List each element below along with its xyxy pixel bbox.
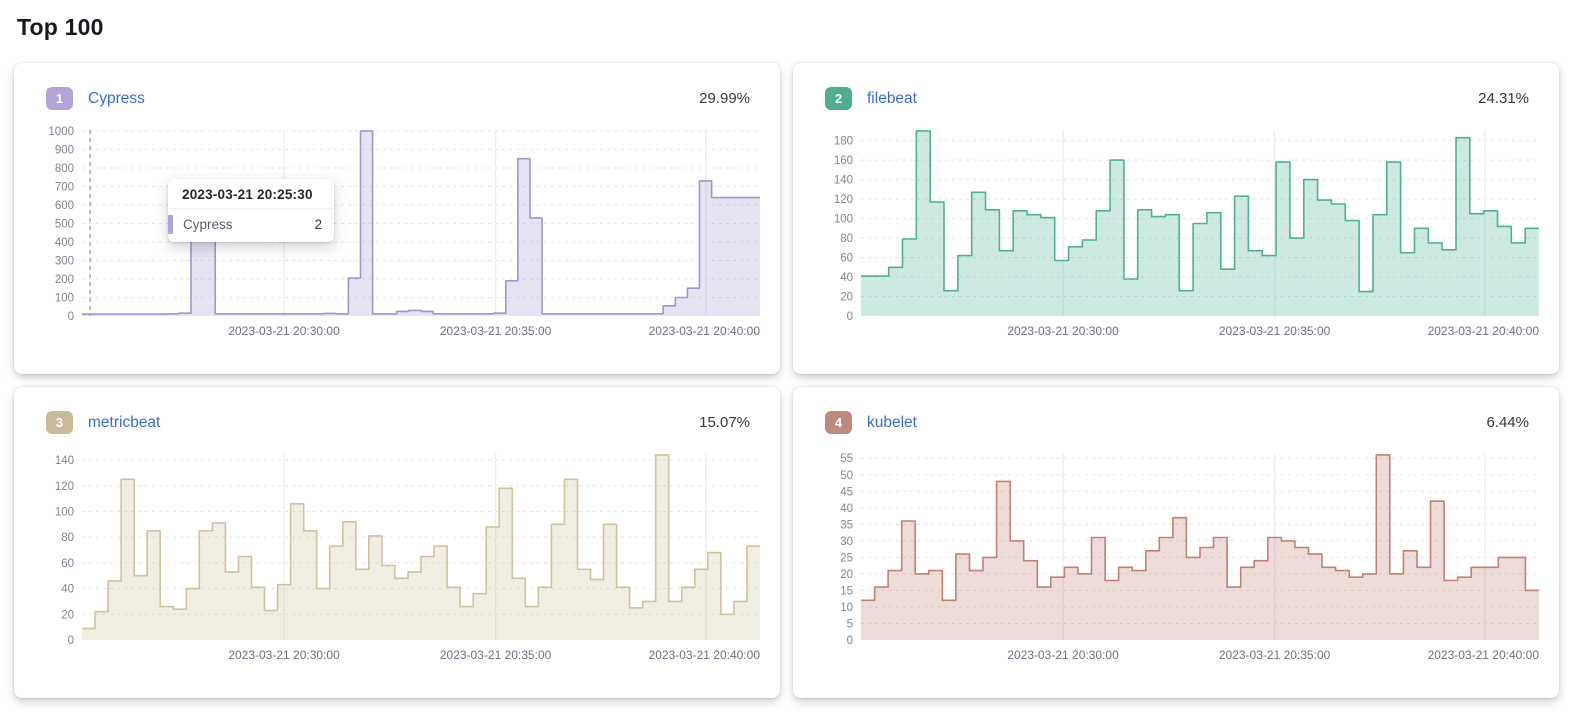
svg-text:100: 100 bbox=[55, 506, 74, 518]
series-link-kubelet[interactable]: kubelet bbox=[867, 413, 917, 431]
svg-text:600: 600 bbox=[55, 200, 74, 212]
tooltip-series-value: 2 bbox=[314, 217, 322, 232]
svg-text:80: 80 bbox=[61, 532, 74, 544]
svg-text:120: 120 bbox=[55, 481, 74, 493]
svg-text:30: 30 bbox=[840, 536, 853, 548]
svg-text:60: 60 bbox=[61, 558, 74, 570]
series-link-cypress[interactable]: Cypress bbox=[88, 89, 145, 107]
card-header: 3 metricbeat 15.07% bbox=[46, 411, 756, 434]
svg-text:100: 100 bbox=[55, 292, 74, 304]
cypress-step-chart[interactable]: 0 100 200 300 400 500 600 700 800 900 1000 2023-03-… bbox=[34, 124, 760, 342]
kubelet-step-chart[interactable]: 0 5 10 15 20 25 30 35 40 45 50 55 2023-03-21 20:30:0… bbox=[813, 448, 1539, 666]
svg-text:45: 45 bbox=[840, 486, 853, 498]
svg-text:140: 140 bbox=[834, 175, 853, 187]
svg-text:80: 80 bbox=[840, 233, 853, 245]
percent-value: 15.07% bbox=[699, 414, 750, 431]
svg-text:0: 0 bbox=[847, 311, 853, 323]
tooltip-series-swatch bbox=[168, 215, 173, 234]
svg-text:2023-03-21 20:30:00: 2023-03-21 20:30:00 bbox=[1007, 324, 1119, 338]
tooltip-timestamp: 2023-03-21 20:25:30 bbox=[168, 179, 334, 209]
cards-grid: 1 Cypress 29.99% 0 100 200 300 400 500 600 700 8… bbox=[0, 41, 1596, 698]
rank-badge: 4 bbox=[825, 411, 852, 434]
svg-text:2023-03-21 20:40:00: 2023-03-21 20:40:00 bbox=[649, 324, 760, 338]
series-link-metricbeat[interactable]: metricbeat bbox=[88, 413, 161, 431]
svg-text:2023-03-21 20:35:00: 2023-03-21 20:35:00 bbox=[1219, 324, 1331, 338]
svg-text:700: 700 bbox=[55, 181, 74, 193]
svg-text:1000: 1000 bbox=[48, 126, 74, 138]
series-link-filebeat[interactable]: filebeat bbox=[867, 89, 917, 107]
svg-text:2023-03-21 20:40:00: 2023-03-21 20:40:00 bbox=[1428, 648, 1539, 662]
svg-text:0: 0 bbox=[847, 635, 853, 647]
card-header: 2 filebeat 24.31% bbox=[825, 87, 1535, 110]
page-title: Top 100 bbox=[17, 14, 104, 40]
svg-text:120: 120 bbox=[834, 194, 853, 206]
svg-text:2023-03-21 20:40:00: 2023-03-21 20:40:00 bbox=[1428, 324, 1539, 338]
card-kubelet: 4 kubelet 6.44% 0 5 10 15 20 25 30 35 40 45 50 55 20… bbox=[793, 387, 1559, 698]
metricbeat-step-chart[interactable]: 0 20 40 60 80 100 120 140 2023-03-21 20:30:00 202… bbox=[34, 448, 760, 666]
chart-area: 0 20 40 60 80 100 120 140 160 180 2023-03-21 20:30… bbox=[813, 124, 1539, 342]
svg-text:180: 180 bbox=[834, 136, 853, 148]
card-metricbeat: 3 metricbeat 15.07% 0 20 40 60 80 100 120 140 20… bbox=[14, 387, 780, 698]
svg-text:40: 40 bbox=[61, 584, 74, 596]
svg-text:25: 25 bbox=[840, 552, 853, 564]
rank-badge: 2 bbox=[825, 87, 852, 110]
chart-area: 0 5 10 15 20 25 30 35 40 45 50 55 2023-03-21 20:30:0… bbox=[813, 448, 1539, 666]
svg-text:2023-03-21 20:30:00: 2023-03-21 20:30:00 bbox=[228, 648, 340, 662]
svg-text:55: 55 bbox=[840, 453, 853, 465]
svg-text:5: 5 bbox=[847, 618, 853, 630]
svg-text:60: 60 bbox=[840, 253, 853, 265]
percent-value: 29.99% bbox=[699, 90, 750, 107]
svg-text:35: 35 bbox=[840, 519, 853, 531]
svg-text:2023-03-21 20:30:00: 2023-03-21 20:30:00 bbox=[1007, 648, 1119, 662]
percent-value: 24.31% bbox=[1478, 90, 1529, 107]
svg-text:200: 200 bbox=[55, 274, 74, 286]
svg-text:20: 20 bbox=[840, 292, 853, 304]
svg-text:140: 140 bbox=[55, 455, 74, 467]
svg-text:50: 50 bbox=[840, 470, 853, 482]
card-header: 4 kubelet 6.44% bbox=[825, 411, 1535, 434]
filebeat-step-chart[interactable]: 0 20 40 60 80 100 120 140 160 180 2023-03-21 20:30… bbox=[813, 124, 1539, 342]
svg-text:2023-03-21 20:40:00: 2023-03-21 20:40:00 bbox=[649, 648, 760, 662]
chart-area: 0 20 40 60 80 100 120 140 2023-03-21 20:30:00 202… bbox=[34, 448, 760, 666]
svg-text:2023-03-21 20:35:00: 2023-03-21 20:35:00 bbox=[440, 648, 552, 662]
svg-text:2023-03-21 20:30:00: 2023-03-21 20:30:00 bbox=[228, 324, 340, 338]
svg-text:300: 300 bbox=[55, 255, 74, 267]
svg-text:400: 400 bbox=[55, 237, 74, 249]
card-cypress: 1 Cypress 29.99% 0 100 200 300 400 500 600 700 8… bbox=[14, 63, 780, 374]
svg-text:100: 100 bbox=[834, 214, 853, 226]
chart-tooltip: 2023-03-21 20:25:30 Cypress 2 bbox=[168, 179, 334, 242]
svg-text:2023-03-21 20:35:00: 2023-03-21 20:35:00 bbox=[1219, 648, 1331, 662]
svg-text:40: 40 bbox=[840, 503, 853, 515]
svg-text:40: 40 bbox=[840, 272, 853, 284]
rank-badge: 1 bbox=[46, 87, 73, 110]
svg-text:10: 10 bbox=[840, 602, 853, 614]
chart-area: 0 100 200 300 400 500 600 700 800 900 1000 2023-03-… bbox=[34, 124, 760, 342]
svg-text:900: 900 bbox=[55, 144, 74, 156]
tooltip-series-name: Cypress bbox=[183, 217, 233, 232]
card-filebeat: 2 filebeat 24.31% 0 20 40 60 80 100 120 140 160 1… bbox=[793, 63, 1559, 374]
svg-text:2023-03-21 20:35:00: 2023-03-21 20:35:00 bbox=[440, 324, 552, 338]
svg-text:0: 0 bbox=[68, 311, 74, 323]
svg-text:15: 15 bbox=[840, 585, 853, 597]
svg-text:160: 160 bbox=[834, 155, 853, 167]
rank-badge: 3 bbox=[46, 411, 73, 434]
svg-text:800: 800 bbox=[55, 163, 74, 175]
svg-text:500: 500 bbox=[55, 218, 74, 230]
svg-text:20: 20 bbox=[61, 609, 74, 621]
percent-value: 6.44% bbox=[1486, 414, 1529, 431]
svg-text:20: 20 bbox=[840, 569, 853, 581]
card-header: 1 Cypress 29.99% bbox=[46, 87, 756, 110]
svg-text:0: 0 bbox=[68, 635, 74, 647]
tooltip-row: Cypress 2 bbox=[168, 209, 334, 242]
